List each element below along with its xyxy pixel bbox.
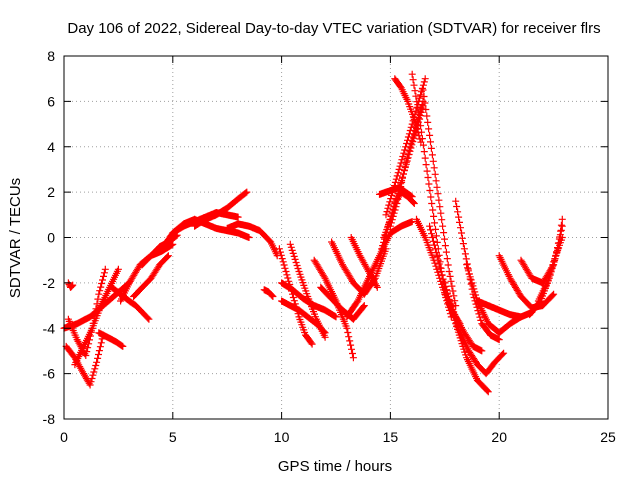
scatter-points [62,331,107,389]
scatter-points [191,188,251,230]
scatter-points [382,75,429,219]
x-tick-label: 25 [600,429,616,445]
x-tick-label: 15 [383,429,399,445]
series-trace-43 [534,234,566,305]
y-tick-label: 6 [47,93,55,109]
y-axis-label: SDTVAR / TECUs [7,178,24,298]
scatter-points [534,234,566,305]
scatter-points [223,220,281,260]
data-marks [60,70,566,396]
y-tick-label: -8 [43,411,56,427]
grid [64,56,608,419]
chart-title: Day 106 of 2022, Sidereal Day-to-day VTE… [67,20,600,37]
y-tick-label: 0 [47,230,55,246]
scatter-points [278,279,340,321]
y-tick-label: 2 [47,184,55,200]
series-trace-9 [130,252,172,300]
series-trace-32 [419,86,460,310]
y-tick-label: 8 [47,48,55,64]
y-tick-label: -6 [43,366,56,382]
scatter-points [447,306,508,378]
scatter-points [95,329,127,350]
y-axis-ticks: -8 -6 -4 -2 0 2 4 6 8 [43,48,608,427]
series-trace-5 [95,329,127,350]
x-tick-label: 20 [491,429,507,445]
y-tick-label: -4 [43,320,56,336]
scatter-points [260,286,277,300]
series-trace-29 [382,75,429,219]
series-trace-2 [62,331,107,389]
series-trace-19 [278,279,340,321]
x-tick-label: 0 [60,429,68,445]
x-tick-label: 10 [274,429,290,445]
scatter-points [130,252,172,300]
x-tick-label: 5 [169,429,177,445]
y-tick-label: -2 [43,275,56,291]
series-trace-36 [447,306,508,378]
series-trace-13 [191,188,251,230]
scatter-points [419,86,460,310]
y-tick-label: 4 [47,139,55,155]
series-trace-14 [223,220,281,260]
x-axis-label: GPS time / hours [278,458,392,475]
series-trace-15 [260,286,277,300]
x-axis-ticks: 0 5 10 15 20 25 [60,56,616,445]
